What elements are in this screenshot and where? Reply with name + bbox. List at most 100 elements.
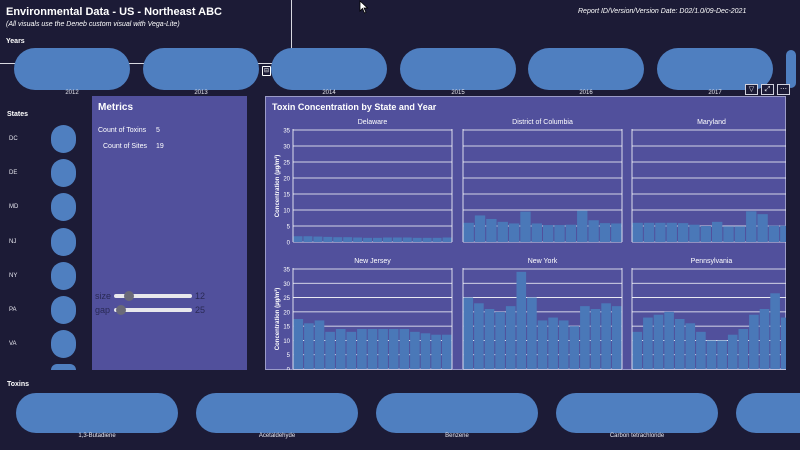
bar[interactable] — [474, 303, 484, 369]
bar[interactable] — [565, 224, 577, 242]
state-pill-partial[interactable] — [51, 364, 76, 370]
bar[interactable] — [399, 329, 410, 369]
bar[interactable] — [664, 311, 674, 369]
gap-slider-track[interactable] — [114, 308, 192, 312]
bar[interactable] — [378, 329, 388, 369]
bar[interactable] — [497, 221, 508, 242]
bar[interactable] — [441, 334, 452, 369]
bar[interactable] — [293, 319, 304, 369]
bar[interactable] — [484, 309, 495, 369]
bar[interactable] — [313, 236, 323, 242]
bar[interactable] — [599, 223, 611, 242]
filter-icon[interactable]: ▽ — [745, 84, 758, 95]
bar[interactable] — [727, 334, 738, 369]
bar[interactable] — [486, 218, 497, 242]
bar[interactable] — [373, 237, 382, 242]
bar[interactable] — [323, 236, 333, 242]
toxin-pill[interactable] — [196, 393, 358, 433]
toxin-pill[interactable] — [556, 393, 718, 433]
bar[interactable] — [363, 237, 372, 242]
size-slider-thumb[interactable] — [124, 291, 134, 301]
state-pill-va[interactable] — [51, 330, 76, 358]
bar[interactable] — [717, 340, 727, 369]
bar[interactable] — [611, 306, 622, 369]
bar[interactable] — [632, 331, 643, 369]
bar[interactable] — [643, 317, 653, 369]
bar[interactable] — [577, 210, 588, 242]
state-pill-de[interactable] — [51, 159, 76, 187]
toxin-pill[interactable] — [16, 393, 178, 433]
bar[interactable] — [580, 306, 590, 369]
bar[interactable] — [780, 317, 786, 369]
bar[interactable] — [588, 220, 599, 242]
bar[interactable] — [653, 314, 664, 369]
bar[interactable] — [304, 323, 314, 369]
state-pill-md[interactable] — [51, 193, 76, 221]
bar[interactable] — [325, 331, 335, 369]
bar[interactable] — [314, 320, 325, 369]
bar[interactable] — [689, 224, 700, 242]
bar[interactable] — [700, 226, 711, 242]
bar[interactable] — [655, 222, 666, 242]
bar[interactable] — [685, 323, 696, 369]
bar[interactable] — [516, 271, 527, 369]
state-pill-ny[interactable] — [51, 262, 76, 290]
bar[interactable] — [505, 306, 516, 369]
more-options-icon[interactable]: ⋯ — [777, 84, 790, 95]
bar[interactable] — [432, 237, 442, 242]
bar[interactable] — [548, 317, 558, 369]
bar[interactable] — [611, 223, 622, 242]
bar[interactable] — [412, 237, 422, 242]
year-pill-2014[interactable] — [271, 48, 387, 90]
bar[interactable] — [759, 309, 770, 369]
bar[interactable] — [527, 297, 537, 369]
bar[interactable] — [367, 329, 378, 369]
bar[interactable] — [495, 311, 505, 369]
bar[interactable] — [757, 214, 768, 242]
bar[interactable] — [410, 331, 420, 369]
year-pill-2016[interactable] — [528, 48, 644, 90]
bar[interactable] — [293, 236, 303, 242]
size-slider-track[interactable] — [114, 294, 192, 298]
bar[interactable] — [422, 237, 432, 242]
bar[interactable] — [770, 293, 780, 369]
bar[interactable] — [768, 225, 780, 242]
bar[interactable] — [734, 226, 746, 242]
bar[interactable] — [677, 223, 689, 242]
bar[interactable] — [382, 237, 392, 242]
bar[interactable] — [537, 320, 548, 369]
bar[interactable] — [463, 222, 474, 242]
bar[interactable] — [706, 340, 717, 369]
bar[interactable] — [746, 211, 757, 242]
bar[interactable] — [738, 329, 749, 369]
bar[interactable] — [723, 226, 734, 242]
year-pill-2017[interactable] — [657, 48, 773, 90]
bar[interactable] — [643, 222, 655, 242]
bar[interactable] — [531, 223, 542, 242]
bar[interactable] — [712, 221, 723, 242]
bar[interactable] — [590, 309, 601, 369]
toxin-pill[interactable] — [376, 393, 538, 433]
bar[interactable] — [333, 237, 343, 242]
state-pill-nj[interactable] — [51, 228, 76, 256]
bar[interactable] — [780, 225, 786, 242]
focus-mode-icon[interactable]: ⊟ — [262, 66, 271, 76]
bar[interactable] — [357, 329, 367, 369]
bar[interactable] — [520, 211, 531, 242]
bar[interactable] — [463, 297, 474, 369]
focus-mode-icon[interactable]: ⤢ — [761, 84, 774, 95]
gap-slider-thumb[interactable] — [116, 305, 126, 315]
bar[interactable] — [442, 237, 452, 242]
bar[interactable] — [666, 222, 677, 242]
bar[interactable] — [346, 331, 357, 369]
bar[interactable] — [674, 319, 685, 369]
bar[interactable] — [303, 236, 313, 242]
bar[interactable] — [508, 223, 520, 242]
bar[interactable] — [335, 329, 346, 369]
state-pill-dc[interactable] — [51, 125, 76, 153]
bar[interactable] — [353, 237, 363, 242]
bar[interactable] — [632, 222, 643, 242]
bar[interactable] — [696, 331, 706, 369]
year-pill-2015[interactable] — [400, 48, 516, 90]
state-pill-pa[interactable] — [51, 296, 76, 324]
